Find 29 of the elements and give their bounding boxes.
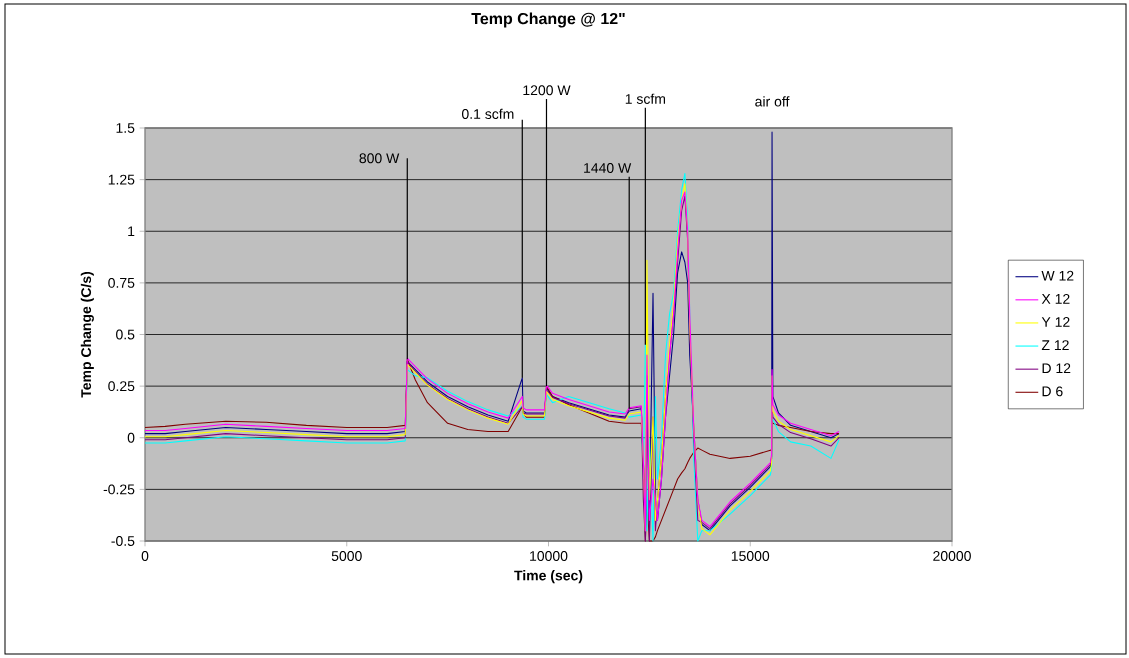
y-tick-label: -0.5 (111, 536, 135, 546)
legend-label: D 6 (1042, 386, 1063, 397)
legend-label: D 12 (1042, 363, 1071, 374)
y-tick-label: 0.5 (116, 329, 135, 340)
x-axis-title: Time (sec) (514, 570, 583, 584)
legend-label: X 12 (1041, 293, 1070, 304)
x-tick-label: 20000 (933, 551, 971, 561)
annotation: 1 scfm (625, 93, 666, 104)
x-tick-label: 0 (141, 551, 149, 561)
x-tick-label: 10000 (530, 551, 568, 561)
y-tick-label: -0.25 (103, 484, 135, 495)
y-tick-label: 1.25 (108, 174, 135, 185)
y-axis-title: Temp Change (C/s) (80, 271, 94, 398)
y-tick-label: 1 (128, 226, 135, 237)
annotation: 800 W (359, 153, 400, 164)
annotation: 1440 W (584, 163, 632, 173)
x-tick-label: 15000 (731, 551, 770, 561)
y-tick-label: 0 (127, 432, 135, 443)
chart-title: Temp Change @ 12" (471, 12, 625, 28)
y-tick-label: 1.5 (116, 123, 135, 133)
legend-label: Z 12 (1041, 340, 1069, 350)
annotation: 0.1 scfm (461, 108, 514, 120)
legend-label: Y 12 (1041, 317, 1070, 327)
annotation: 1200 W (523, 85, 571, 96)
y-tick-label: 0.25 (108, 381, 135, 392)
legend-label: W 12 (1041, 270, 1074, 281)
x-tick-label: 5000 (331, 551, 362, 561)
y-tick-label: 0.75 (108, 277, 135, 288)
annotation: air off (755, 96, 790, 107)
